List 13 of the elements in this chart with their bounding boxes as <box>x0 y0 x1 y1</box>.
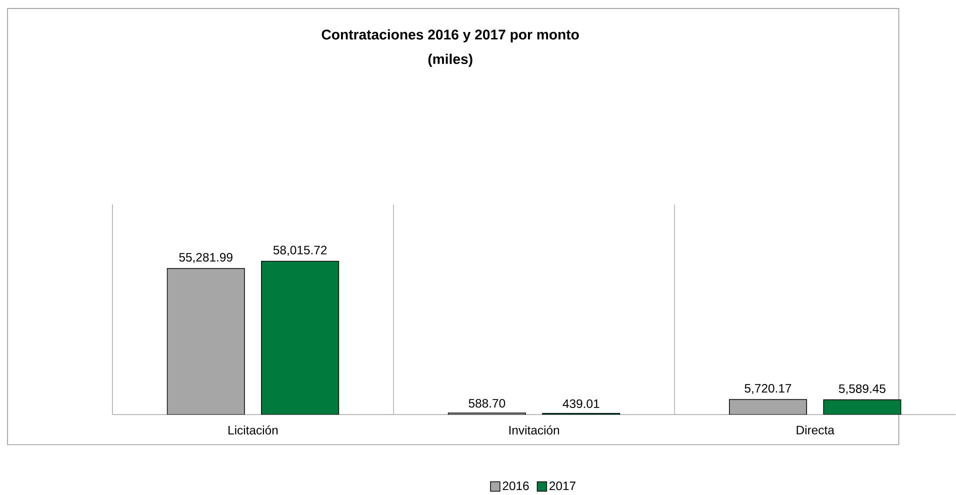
data-label: 439.01 <box>562 399 600 408</box>
data-label: 5,589.45 <box>838 384 886 394</box>
x-tick-label: Invitación <box>509 425 560 434</box>
x-tick-label: Licitación <box>228 425 278 434</box>
legend-label: 2017 <box>550 481 576 490</box>
chart-subtitle: (miles) <box>428 54 472 67</box>
data-label: 588.70 <box>468 398 506 408</box>
data-label: 58,015.72 <box>273 246 327 256</box>
data-label: 5,720.17 <box>744 384 792 394</box>
data-label: 55,281.99 <box>179 252 232 263</box>
legend-label: 2016 <box>502 481 529 490</box>
chart-title: Contrataciones 2016 y 2017 por monto <box>322 29 579 42</box>
x-tick-label: Directa <box>796 425 834 434</box>
